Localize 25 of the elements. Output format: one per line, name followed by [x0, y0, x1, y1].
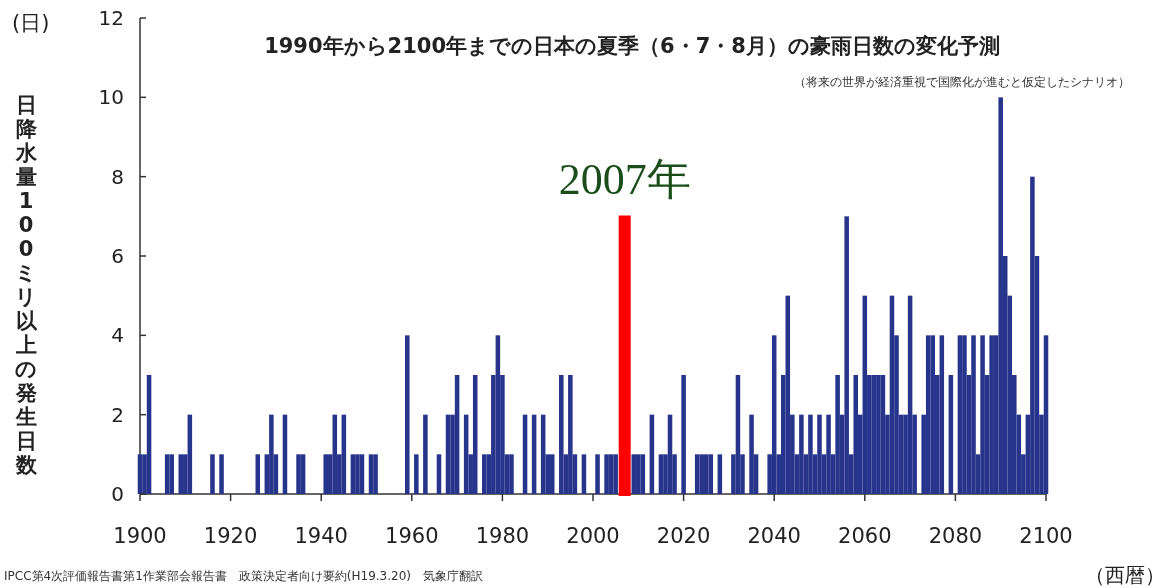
- x-tick-label: 2060: [838, 524, 892, 548]
- y-tick-label: 0: [111, 482, 124, 506]
- y-tick-label: 10: [98, 85, 124, 110]
- x-tick-label: 2040: [747, 524, 801, 548]
- x-tick-label: 2000: [566, 524, 620, 548]
- x-tick-label: 1920: [203, 524, 258, 548]
- y-tick-label: 4: [111, 323, 124, 348]
- x-tick-label: 1940: [294, 524, 348, 548]
- y-tick-label: 6: [111, 244, 124, 268]
- text: 日降水量100ミリ以上の発生日数: [15, 93, 37, 477]
- y-tick-label: 12: [98, 6, 124, 30]
- x-tick-label: 2080: [928, 524, 983, 548]
- text: (日): [12, 11, 50, 35]
- y-tick-label: 2: [111, 402, 124, 427]
- x-tick-label: 2020: [656, 524, 711, 548]
- text: 1990年から2100年までの日本の夏季（6・7・8月）の豪雨日数の変化予測: [264, 34, 1000, 58]
- y-tick-label: 8: [111, 164, 124, 189]
- ref-line-label: 2007年: [558, 154, 691, 204]
- text: IPCC第4次評価報告書第1作業部会報告書 政策決定者向け要約(H19.3.20) 気象庁翻訳: [4, 569, 483, 583]
- x-tick-label: 1960: [385, 524, 439, 548]
- x-tick-label: 1980: [475, 524, 530, 548]
- x-axis-title: （西暦）: [1085, 563, 1165, 587]
- text: （将来の世界が経済重視で国際化が進むと仮定したシナリオ）: [794, 75, 1130, 89]
- x-tick-label: 2100: [1019, 524, 1073, 548]
- x-tick-label: 1900: [113, 524, 167, 548]
